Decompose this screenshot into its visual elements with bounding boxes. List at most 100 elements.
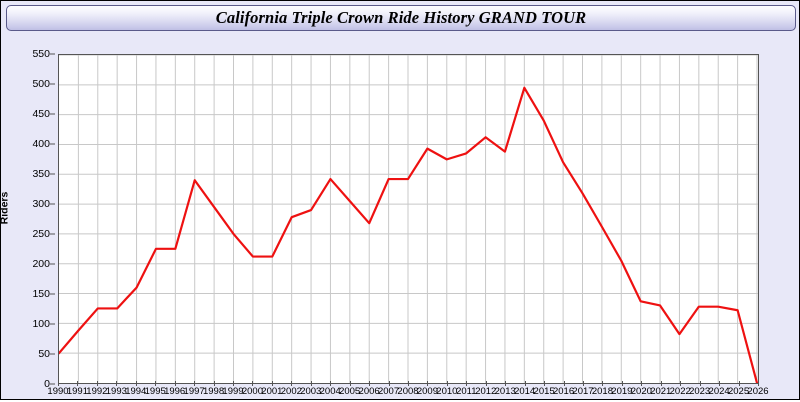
x-tick-mark bbox=[466, 381, 468, 386]
x-tick-label: 2022 bbox=[669, 386, 691, 397]
y-tick-mark bbox=[50, 173, 55, 175]
x-tick-label: 1991 bbox=[66, 386, 89, 397]
grid-lines bbox=[59, 55, 758, 383]
x-tick-label: 1998 bbox=[202, 386, 225, 397]
x-tick-label: 2003 bbox=[300, 386, 322, 397]
x-tick-mark bbox=[252, 381, 254, 386]
x-tick-mark bbox=[116, 381, 118, 386]
x-tick-mark bbox=[194, 381, 196, 386]
x-tick-mark bbox=[641, 381, 643, 386]
x-tick-mark bbox=[349, 381, 351, 386]
y-tick-mark bbox=[50, 143, 55, 145]
y-tick-mark bbox=[50, 83, 55, 85]
x-axis-tick-labels: 1990 1991 1992 1993 1994 1995 1996 1997 1998 1999… bbox=[47, 381, 769, 402]
y-axis-tick-labels: 0 50 100 150 200 250 300 350 400 450 500 550 bbox=[2, 48, 55, 390]
x-tick-label: 2000 bbox=[241, 386, 264, 397]
x-tick-label: 2024 bbox=[708, 386, 730, 397]
x-tick-mark bbox=[408, 381, 409, 386]
y-tick-label: 250 bbox=[32, 228, 50, 240]
x-tick-label: 2001 bbox=[261, 386, 283, 397]
y-tick-mark bbox=[50, 233, 55, 235]
x-tick-mark bbox=[155, 381, 157, 386]
x-tick-mark bbox=[544, 381, 546, 386]
y-tick-label: 500 bbox=[32, 78, 50, 90]
x-tick-mark bbox=[58, 381, 59, 386]
y-tick-label: 100 bbox=[32, 318, 50, 330]
y-tick-mark bbox=[50, 353, 55, 355]
x-tick-mark bbox=[330, 381, 332, 386]
x-tick-mark bbox=[758, 381, 759, 386]
x-tick-label: 2002 bbox=[280, 386, 302, 397]
y-tick-label: 50 bbox=[38, 348, 50, 360]
y-tick-mark bbox=[50, 293, 55, 295]
x-tick-label: 1992 bbox=[86, 386, 108, 397]
y-tick-label: 150 bbox=[32, 288, 50, 300]
x-tick-label: 2008 bbox=[397, 386, 419, 397]
x-tick-label: 1997 bbox=[183, 386, 205, 397]
x-tick-label: 1990 bbox=[47, 386, 69, 397]
x-tick-mark bbox=[602, 381, 604, 386]
x-tick-mark bbox=[660, 381, 662, 386]
x-tick-mark bbox=[77, 381, 79, 386]
x-tick-label: 2005 bbox=[339, 386, 361, 397]
x-tick-label: 1993 bbox=[105, 386, 127, 397]
y-tick-mark bbox=[50, 53, 55, 55]
chart-title: California Triple Crown Ride History GRA… bbox=[215, 8, 587, 27]
x-tick-mark bbox=[680, 381, 682, 386]
x-tick-mark bbox=[699, 381, 701, 386]
x-tick-mark bbox=[583, 381, 584, 386]
x-tick-label: 1994 bbox=[125, 386, 147, 397]
x-tick-label: 2026 bbox=[747, 386, 769, 397]
x-tick-label: 2013 bbox=[494, 386, 516, 397]
x-tick-mark bbox=[174, 381, 176, 386]
x-tick-label: 1995 bbox=[144, 386, 166, 397]
x-tick-mark bbox=[524, 381, 526, 386]
y-tick-mark bbox=[50, 323, 55, 325]
x-tick-label: 1999 bbox=[222, 386, 244, 397]
x-tick-label: 2020 bbox=[630, 386, 652, 397]
x-tick-label: 2023 bbox=[689, 386, 711, 397]
chart-body: Riders 0 50 100 150 200 250 300 350 400 450 500 550… bbox=[0, 34, 799, 402]
x-tick-label: 2015 bbox=[533, 386, 555, 397]
x-tick-mark bbox=[233, 381, 234, 386]
x-tick-mark bbox=[291, 381, 293, 386]
x-tick-label: 2011 bbox=[456, 386, 477, 397]
y-tick-label: 200 bbox=[32, 258, 50, 270]
y-tick-mark bbox=[50, 113, 55, 115]
x-tick-mark bbox=[485, 381, 487, 386]
x-tick-mark bbox=[505, 381, 507, 386]
plot-area bbox=[58, 54, 759, 384]
x-tick-mark bbox=[213, 381, 215, 386]
x-tick-label: 2017 bbox=[572, 386, 594, 397]
x-tick-mark bbox=[388, 381, 390, 386]
x-tick-label: 2025 bbox=[727, 386, 750, 397]
x-tick-mark bbox=[719, 381, 721, 386]
y-tick-mark bbox=[50, 263, 55, 265]
y-tick-label: 300 bbox=[32, 198, 50, 210]
x-tick-mark bbox=[271, 381, 273, 386]
series-riders-line bbox=[59, 86, 758, 383]
x-tick-mark bbox=[738, 381, 740, 386]
x-tick-mark bbox=[446, 381, 448, 386]
title-bar: California Triple Crown Ride History GRA… bbox=[6, 5, 796, 31]
x-tick-label: 2021 bbox=[650, 386, 672, 397]
x-tick-mark bbox=[96, 381, 98, 386]
x-tick-mark bbox=[369, 381, 371, 386]
x-tick-label: 2019 bbox=[611, 386, 633, 397]
x-tick-label: 2009 bbox=[416, 386, 439, 397]
x-tick-mark bbox=[621, 381, 623, 386]
x-tick-label: 2012 bbox=[475, 386, 497, 397]
y-tick-label: 0 bbox=[44, 378, 50, 390]
x-tick-label: 2006 bbox=[358, 386, 380, 397]
y-tick-mark bbox=[50, 203, 55, 205]
x-tick-label: 2018 bbox=[591, 386, 614, 397]
x-tick-mark bbox=[310, 381, 312, 386]
x-tick-mark bbox=[563, 381, 565, 386]
x-tick-label: 2014 bbox=[514, 386, 536, 397]
x-tick-label: 2004 bbox=[319, 386, 341, 397]
y-tick-label: 350 bbox=[32, 168, 50, 180]
y-tick-mark bbox=[50, 383, 55, 385]
x-tick-label: 2016 bbox=[552, 386, 575, 397]
x-tick-label: 2010 bbox=[436, 386, 458, 397]
